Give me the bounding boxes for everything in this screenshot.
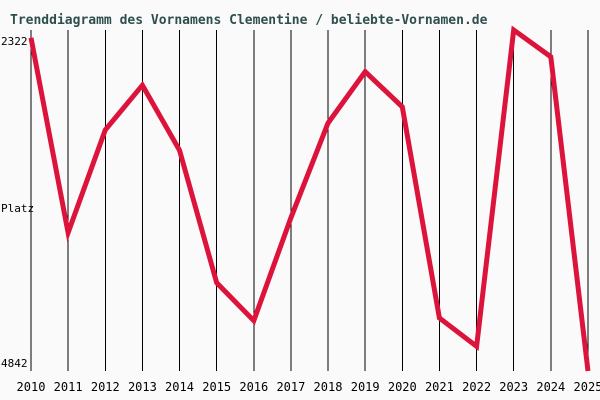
- x-tick-label-2015: 2015: [202, 380, 231, 394]
- chart-title: Trenddiagramm des Vornamens Clementine /…: [10, 13, 488, 28]
- x-tick-label-2024: 2024: [536, 380, 565, 394]
- y-axis-title: Platz: [1, 202, 34, 215]
- y-axis-top-label: 2322: [1, 35, 28, 48]
- x-tick-label-2014: 2014: [165, 380, 194, 394]
- x-tick-label-2013: 2013: [128, 380, 157, 394]
- x-tick-label-2022: 2022: [462, 380, 491, 394]
- trend-line: [28, 25, 591, 372]
- x-tick-label-2020: 2020: [388, 380, 417, 394]
- y-axis-bottom-label: 4842: [1, 357, 28, 370]
- x-tick-label-2017: 2017: [276, 380, 305, 394]
- x-tick-label-2012: 2012: [91, 380, 120, 394]
- x-tick-label-2021: 2021: [425, 380, 454, 394]
- x-tick-label-2010: 2010: [17, 380, 46, 394]
- x-tick-label-2023: 2023: [499, 380, 528, 394]
- x-tick-label-2025: 2025: [574, 380, 600, 394]
- x-tick-label-2018: 2018: [314, 380, 343, 394]
- x-tick-label-2016: 2016: [239, 380, 268, 394]
- x-tick-label-2011: 2011: [54, 380, 83, 394]
- x-tick-label-2019: 2019: [351, 380, 380, 394]
